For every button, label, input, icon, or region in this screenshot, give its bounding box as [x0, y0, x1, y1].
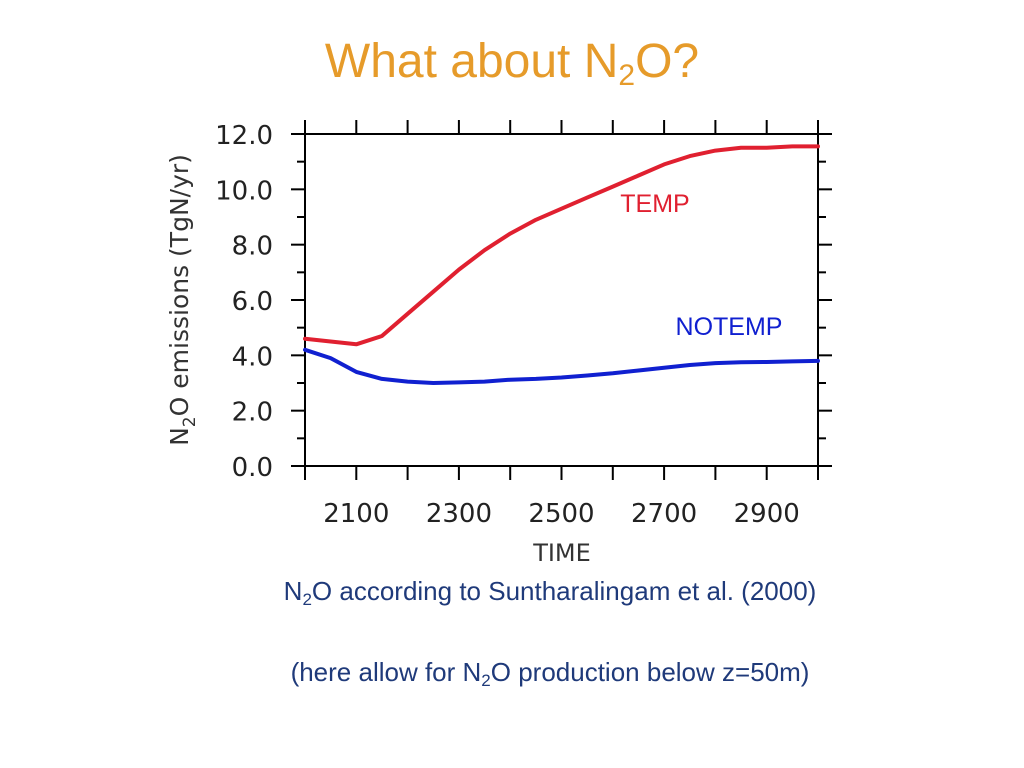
legend-temp: TEMP — [620, 190, 689, 218]
y-axis-label: N2O emissions (TgN/yr) — [165, 154, 200, 446]
plot-frame — [304, 133, 819, 467]
y-tick-label: 2.0 — [232, 398, 273, 428]
series-line-notemp — [303, 347, 820, 385]
caption-note: (here allow for N2O production below z=5… — [290, 657, 810, 690]
y-tick-label: 12.0 — [215, 121, 273, 151]
legend-notemp: NOTEMP — [676, 313, 783, 341]
x-tick-label: 2100 — [323, 499, 389, 529]
y-tick-label: 4.0 — [232, 342, 273, 372]
y-tick-label: 10.0 — [215, 176, 273, 206]
x-tick-label: 2900 — [734, 499, 800, 529]
slide-title: What about N2O? — [324, 35, 700, 92]
axis-ticks — [291, 120, 832, 480]
x-axis-label: TIME — [532, 539, 591, 567]
axis-labels: 0.0 2.0 4.0 6.0 8.0 10.0 12.0 2100 2300 2500 2700 2… — [215, 121, 800, 529]
caption-source: N2O according to Suntharalingam et al. (… — [283, 576, 817, 609]
x-tick-label: 2700 — [631, 499, 697, 529]
series-layer — [303, 144, 820, 385]
y-tick-label: 8.0 — [232, 232, 273, 262]
series-line-temp — [303, 144, 820, 347]
y-axis-label-sub: 2 — [180, 416, 200, 427]
y-axis-label-pre: N — [165, 427, 194, 446]
y-tick-label: 6.0 — [232, 287, 273, 317]
x-tick-label: 2300 — [426, 499, 492, 529]
x-tick-label: 2500 — [528, 499, 594, 529]
y-axis-label-post: O emissions (TgN/yr) — [165, 154, 194, 416]
emissions-chart: 0.0 2.0 4.0 6.0 8.0 10.0 12.0 2100 2300 2500 2700 2… — [165, 120, 832, 567]
y-tick-label: 0.0 — [232, 453, 273, 483]
